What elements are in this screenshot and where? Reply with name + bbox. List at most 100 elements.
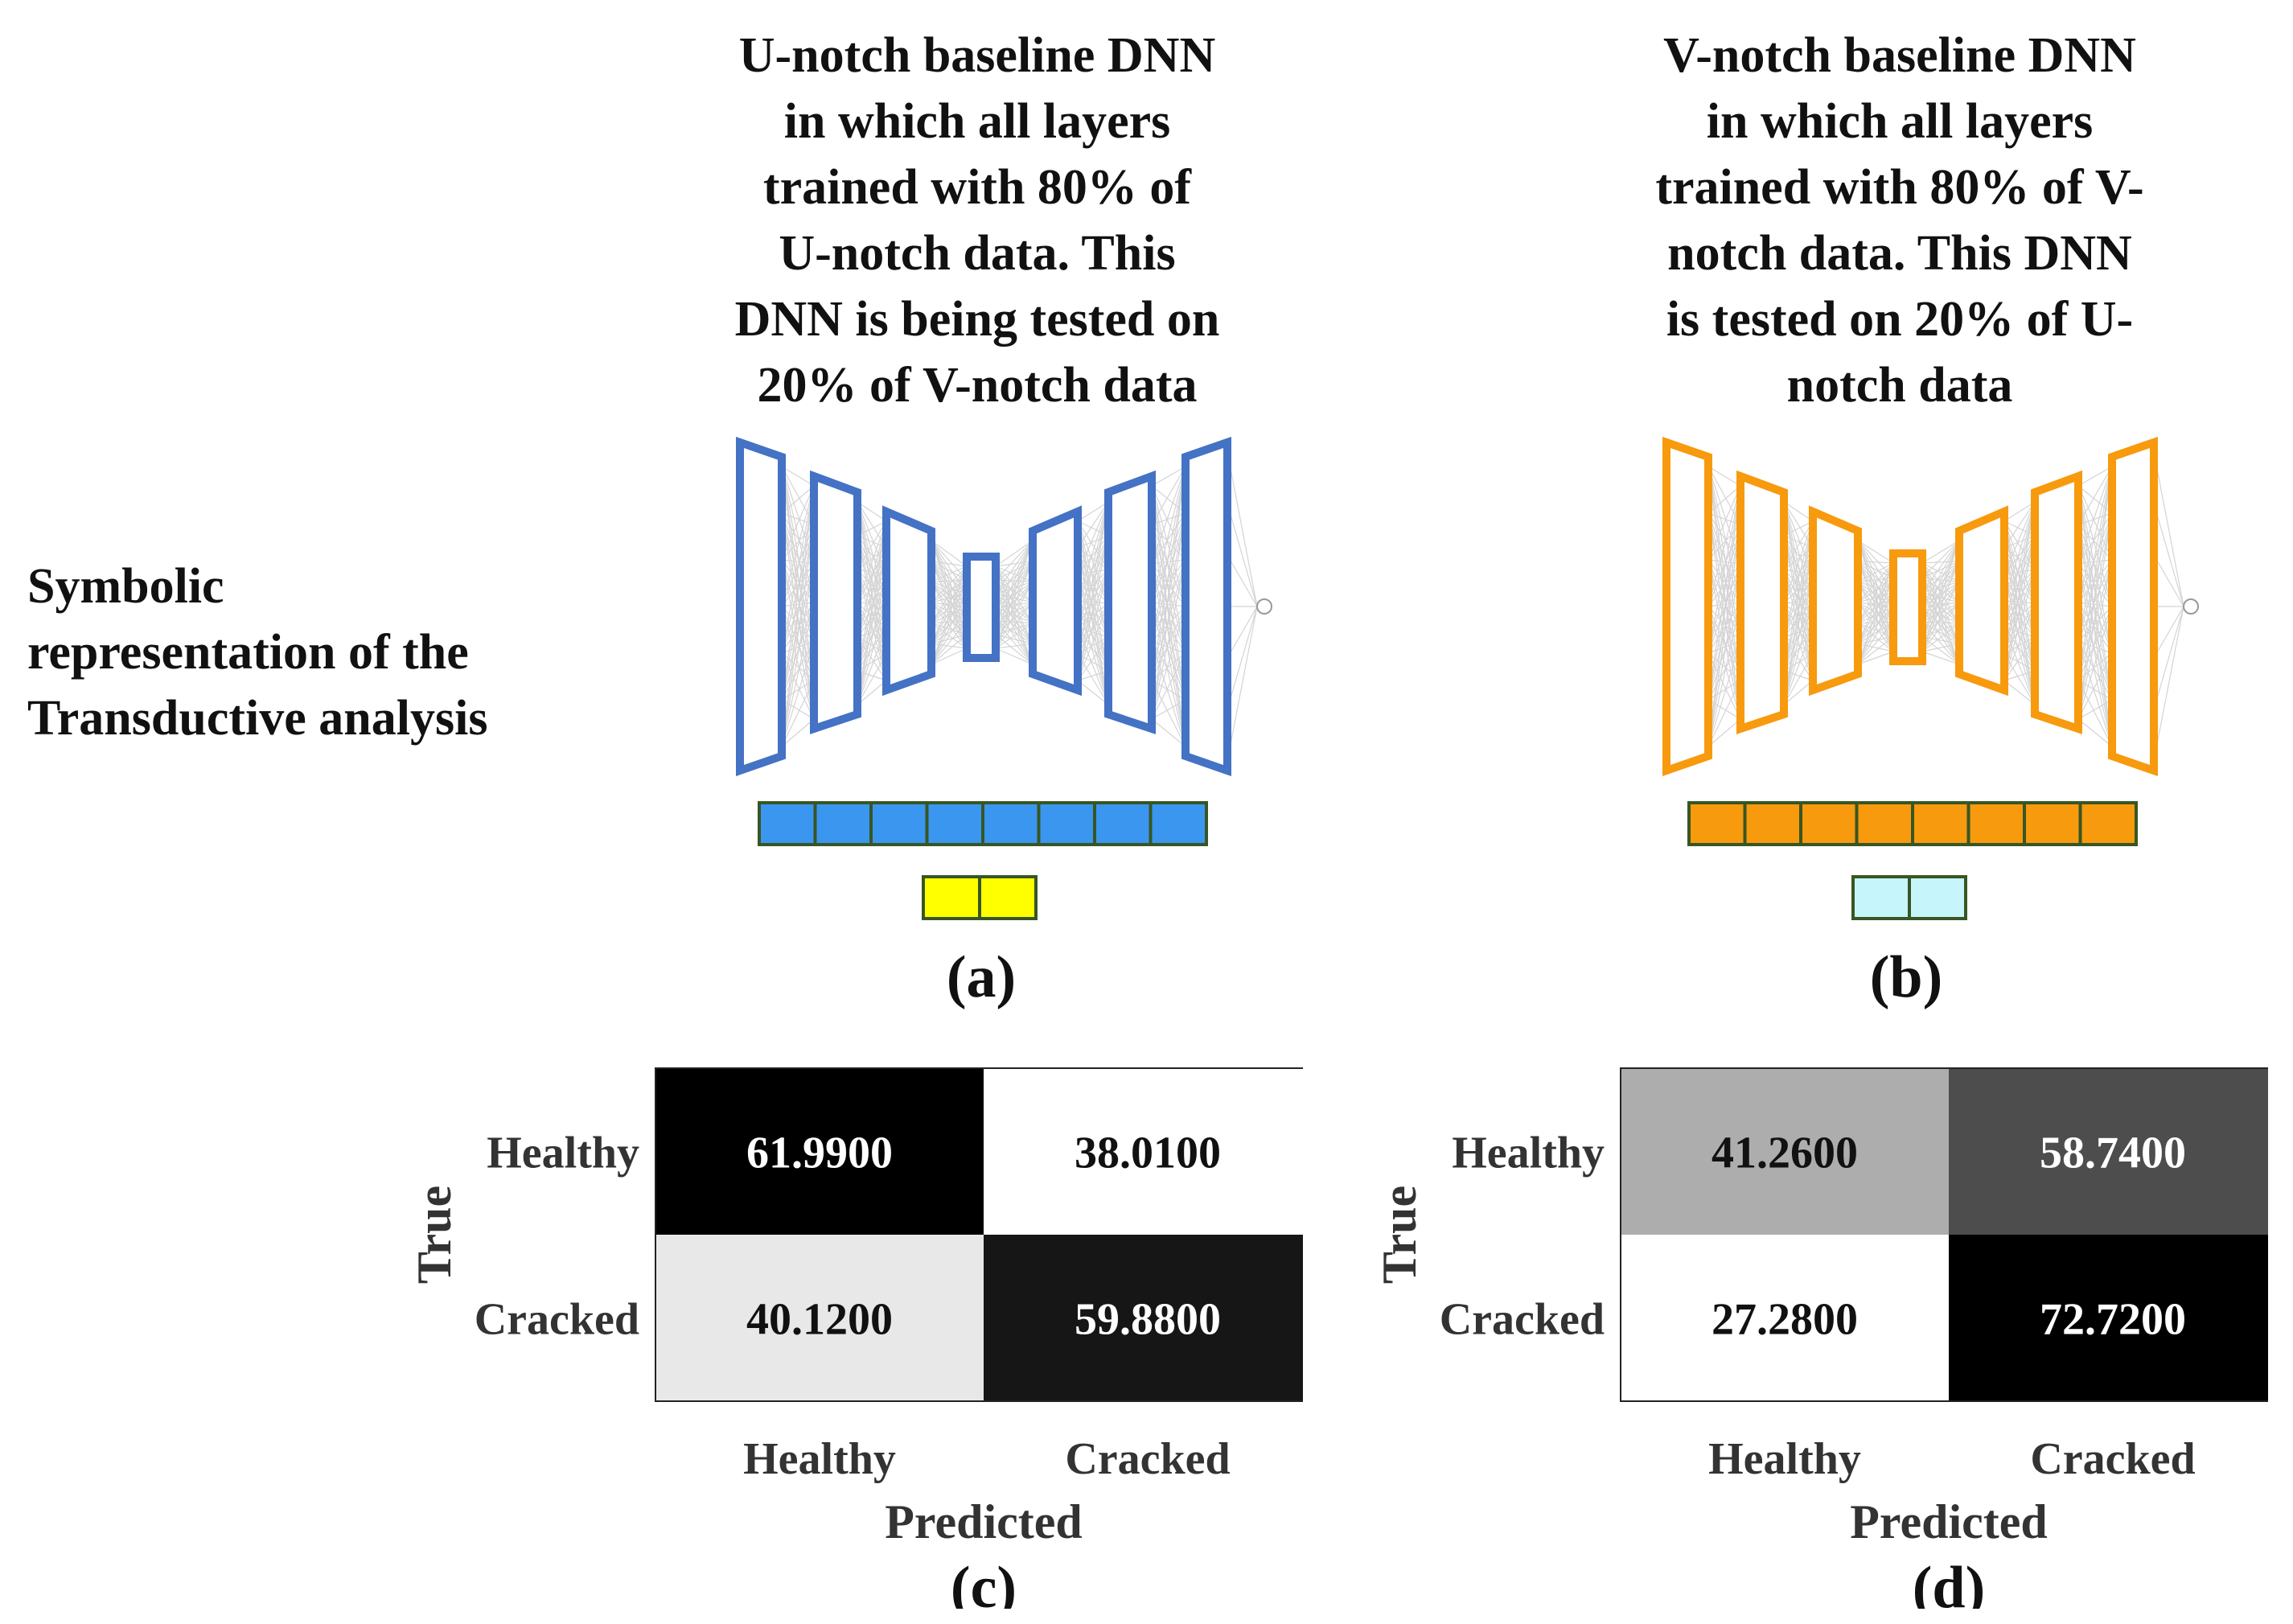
connection-line xyxy=(2077,512,2113,720)
connection-line xyxy=(1077,501,1109,522)
connection-line xyxy=(995,581,1033,622)
layer-block xyxy=(1736,470,1788,734)
connection-line xyxy=(1783,574,1814,705)
connection-line xyxy=(1921,606,1960,665)
connection-line xyxy=(931,565,968,603)
layer-block xyxy=(1662,436,1712,777)
connection-line xyxy=(1857,602,1894,608)
connection-line xyxy=(995,581,1033,635)
connection-line xyxy=(1921,562,1960,582)
connection-line xyxy=(1151,602,1186,607)
connection-line xyxy=(1857,540,1894,594)
connection-line xyxy=(1151,652,1186,720)
connection-line xyxy=(781,485,815,514)
connection-line xyxy=(1921,561,1960,608)
connection-line xyxy=(1707,680,1741,701)
connection-line xyxy=(931,579,968,665)
connection-line xyxy=(1921,562,1960,603)
connection-line xyxy=(931,634,968,644)
connection-line xyxy=(2003,569,2036,575)
panel-d-predicted-label: Predicted xyxy=(1850,1495,2047,1548)
connection-line xyxy=(1707,640,1741,654)
connection-line xyxy=(2077,512,2113,565)
connection-line xyxy=(1227,606,1258,710)
connection-line xyxy=(1857,562,1894,644)
connection-line xyxy=(1921,602,1960,638)
connection-line xyxy=(1857,561,1894,652)
connection-line xyxy=(1857,621,1894,644)
panel-c-true-label: True xyxy=(408,1186,461,1284)
connection-line xyxy=(1921,561,1960,652)
layer-block xyxy=(1955,505,2008,697)
connection-line xyxy=(2003,602,2036,681)
connection-line xyxy=(1077,602,1109,681)
connection-line xyxy=(1783,627,1814,705)
connection-line xyxy=(1857,581,1894,623)
layer-block xyxy=(882,505,935,697)
connection-line xyxy=(1227,503,1258,607)
connection-line xyxy=(2003,535,2036,575)
connection-line xyxy=(2003,501,2036,655)
connection-line xyxy=(1077,535,1109,575)
connection-line xyxy=(931,606,968,644)
connection-line xyxy=(1921,577,1960,582)
panel-d-cell xyxy=(1621,1068,1949,1235)
connection-line xyxy=(1857,582,1894,652)
connection-line xyxy=(781,485,815,701)
side-label-line: representation of the xyxy=(27,625,469,680)
panel-b-network xyxy=(1662,436,2199,920)
connection-line xyxy=(1151,559,1186,720)
connection-line xyxy=(931,581,968,594)
connection-line xyxy=(2003,569,2036,628)
connection-line xyxy=(1077,535,1109,655)
connection-line xyxy=(1151,524,1186,607)
train-data-cell xyxy=(869,801,929,846)
side-label-line: Transductive analysis xyxy=(27,691,488,746)
connection-line xyxy=(1921,540,1960,637)
connection-line xyxy=(1151,699,1186,720)
train-data-cell xyxy=(758,801,817,846)
panel-c-cell xyxy=(655,1068,984,1235)
connection-line xyxy=(2077,606,2113,642)
connection-line xyxy=(2003,501,2036,628)
connection-line xyxy=(1857,592,1894,665)
connection-line xyxy=(1707,485,1741,607)
layer-block xyxy=(1029,505,1082,697)
connection-line xyxy=(2077,466,2113,642)
connection-line xyxy=(1921,540,1960,652)
layer-block xyxy=(1809,505,1862,697)
connection-line xyxy=(1921,540,1960,564)
connection-line xyxy=(1921,623,1960,652)
connection-line xyxy=(2077,512,2113,642)
connection-line xyxy=(1151,563,1186,747)
panel-c-predicted-label: Predicted xyxy=(885,1495,1082,1548)
connection-line xyxy=(995,648,1033,665)
connection-line xyxy=(1707,485,1741,701)
connection-line xyxy=(1707,563,1741,607)
connection-line xyxy=(1707,563,1741,747)
connection-line xyxy=(2077,559,2113,642)
connection-line xyxy=(1151,466,1186,680)
connection-line xyxy=(2077,512,2113,680)
connection-line xyxy=(1857,606,1894,644)
panel-b-title-line: notch data. This DNN xyxy=(1667,226,2132,281)
panel-c-col-label: Cracked xyxy=(1065,1434,1230,1484)
connection-line xyxy=(1151,524,1186,561)
connection-line xyxy=(1783,547,1814,638)
connection-line xyxy=(1921,606,1960,624)
connection-line xyxy=(1921,577,1960,624)
connection-line xyxy=(2003,535,2036,602)
connection-line xyxy=(1921,592,1960,644)
layer-block xyxy=(1889,549,1926,665)
connection-line xyxy=(931,579,968,624)
connection-line xyxy=(931,565,968,644)
connection-line xyxy=(1783,680,1814,705)
connection-line xyxy=(2077,559,2113,720)
connection-line xyxy=(995,540,1033,649)
connection-line xyxy=(1077,569,1109,681)
connection-line xyxy=(2153,606,2184,659)
connection-line xyxy=(1151,466,1186,564)
connection-line xyxy=(781,524,815,607)
connection-line xyxy=(1921,606,1960,644)
connection-line xyxy=(1857,540,1894,564)
